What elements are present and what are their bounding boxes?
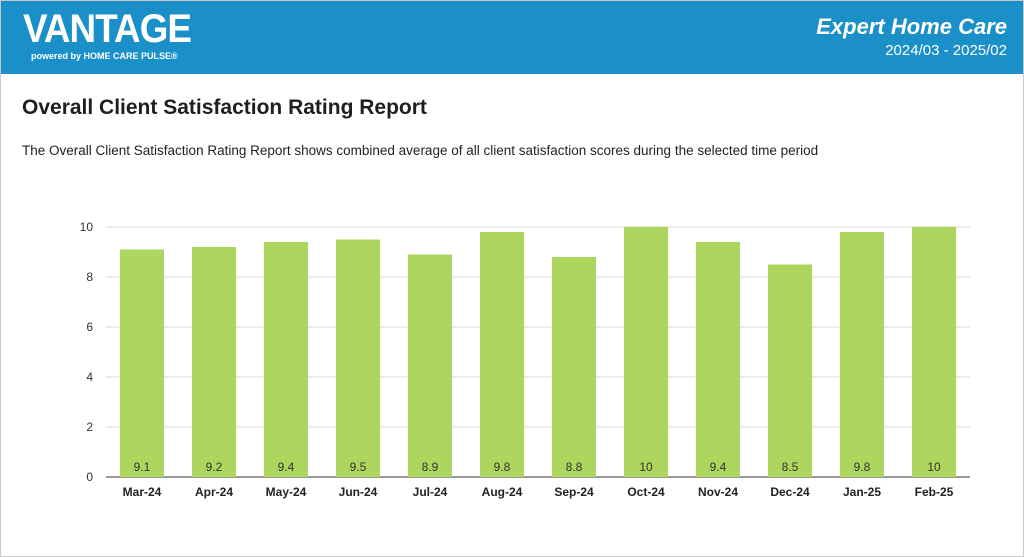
bar	[408, 254, 452, 477]
y-tick-label: 4	[86, 370, 93, 384]
bar-value-label: 8.5	[782, 460, 799, 474]
bar-value-label: 8.9	[422, 460, 439, 474]
bar-value-label: 9.4	[710, 460, 727, 474]
report-period: 2024/03 - 2025/02	[885, 42, 1007, 59]
bar	[120, 249, 164, 477]
bar	[840, 232, 884, 477]
x-tick-label: Sep-24	[554, 485, 594, 499]
bar	[552, 257, 596, 477]
x-tick-label: Jan-25	[843, 485, 881, 499]
organization-name: Expert Home Care	[816, 14, 1007, 39]
report-description: The Overall Client Satisfaction Rating R…	[22, 143, 819, 158]
report-header: VANTAGE powered by HOME CARE PULSE® Expe…	[1, 1, 1023, 74]
x-tick-label: Oct-24	[627, 485, 665, 499]
x-tick-label: Mar-24	[123, 485, 162, 499]
bar	[480, 232, 524, 477]
bar	[264, 242, 308, 477]
vantage-logo: VANTAGE	[23, 7, 192, 51]
x-tick-label: Jun-24	[339, 485, 378, 499]
x-tick-label: Nov-24	[698, 485, 738, 499]
x-tick-label: Apr-24	[195, 485, 233, 499]
bar-value-label: 9.5	[350, 460, 367, 474]
bar	[336, 239, 380, 477]
bar-value-label: 9.1	[134, 460, 151, 474]
bar	[768, 264, 812, 477]
bar	[192, 247, 236, 477]
bar-value-label: 9.2	[206, 460, 223, 474]
x-tick-label: Jul-24	[413, 485, 448, 499]
x-tick-label: May-24	[266, 485, 307, 499]
bar-value-label: 8.8	[566, 460, 583, 474]
bar	[696, 242, 740, 477]
y-tick-label: 10	[80, 220, 94, 234]
bar-value-label: 9.8	[494, 460, 511, 474]
x-tick-label: Aug-24	[482, 485, 523, 499]
bar-value-label: 9.4	[278, 460, 295, 474]
y-tick-label: 8	[86, 270, 93, 284]
y-tick-label: 6	[86, 320, 93, 334]
bar-value-label: 10	[927, 460, 941, 474]
y-tick-label: 0	[86, 470, 93, 484]
logo-tagline: powered by HOME CARE PULSE®	[31, 51, 178, 61]
y-tick-label: 2	[86, 420, 93, 434]
report-title: Overall Client Satisfaction Rating Repor…	[22, 96, 427, 119]
bar	[624, 227, 668, 477]
bar-value-label: 10	[639, 460, 653, 474]
x-tick-label: Dec-24	[770, 485, 810, 499]
bar	[912, 227, 956, 477]
bar-value-label: 9.8	[854, 460, 871, 474]
x-tick-label: Feb-25	[915, 485, 954, 499]
